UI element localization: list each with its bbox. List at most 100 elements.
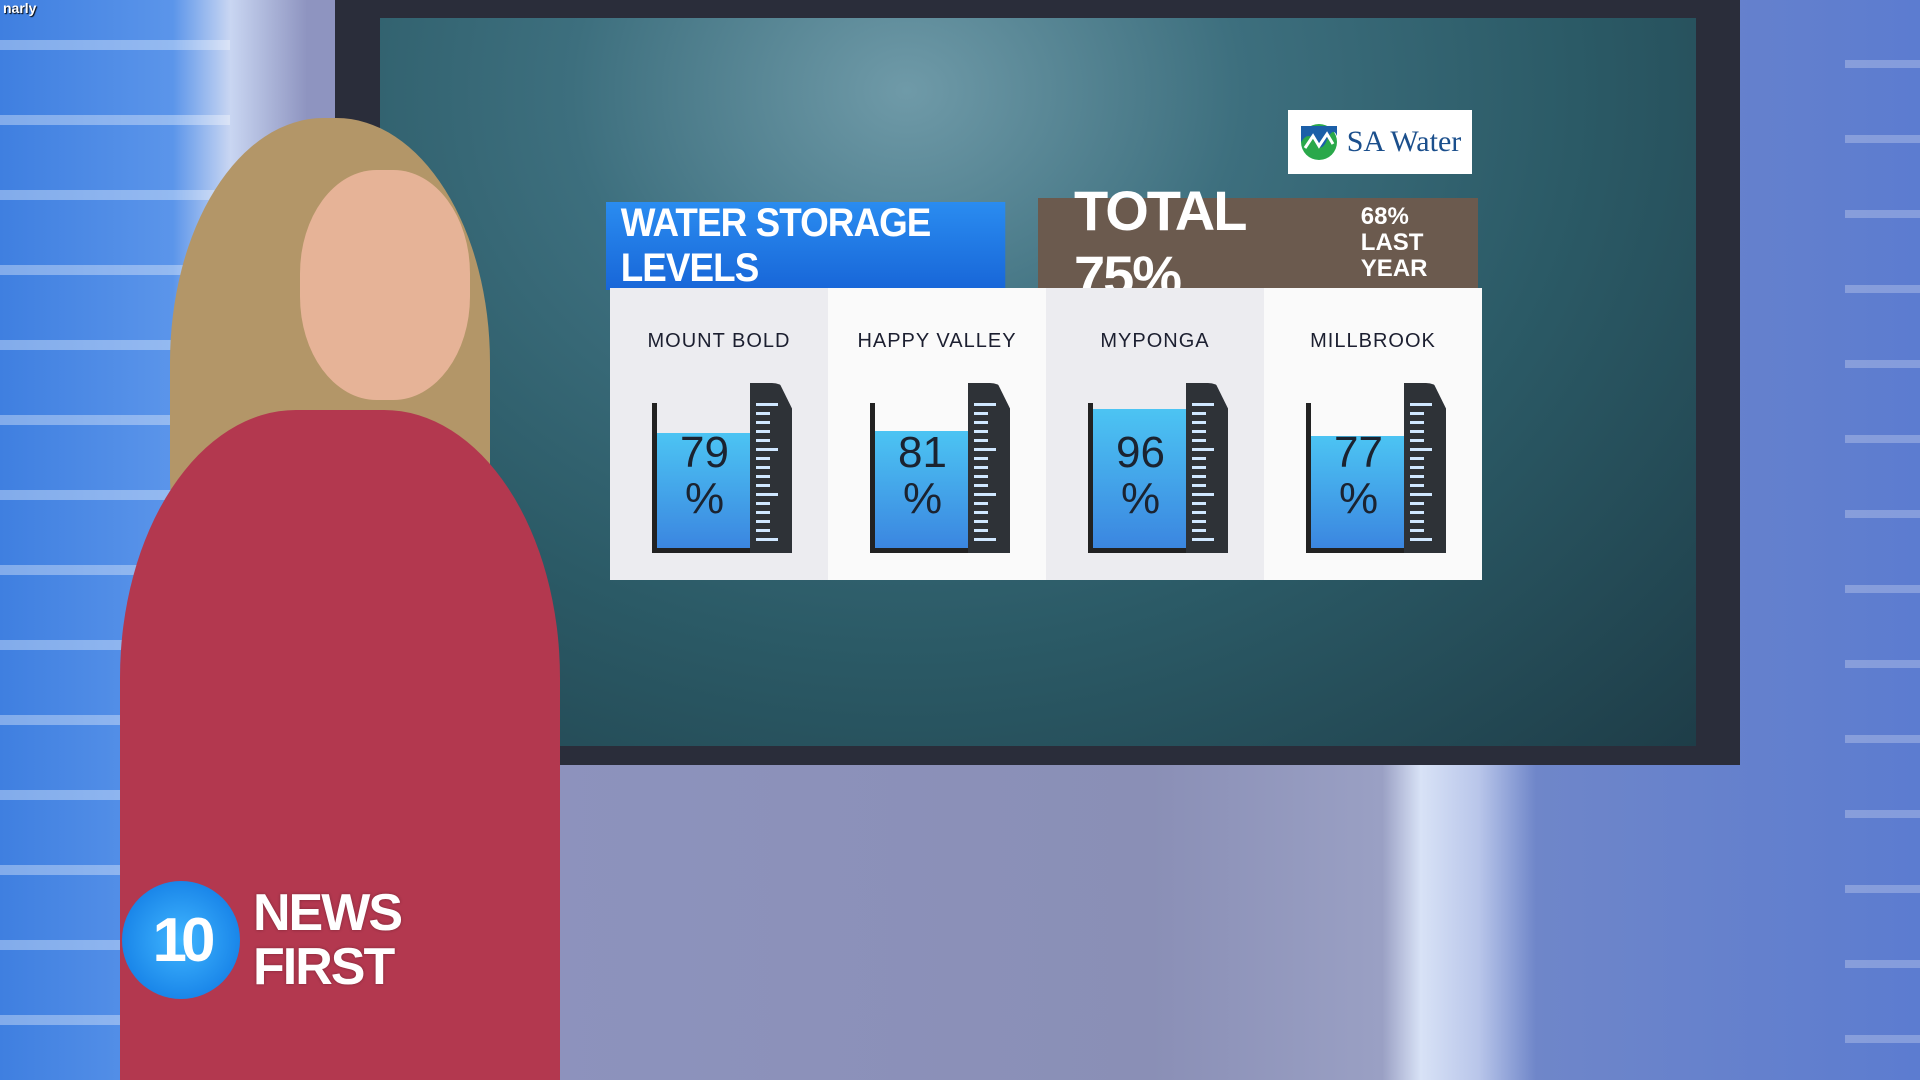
ruler-tick [974, 448, 996, 451]
ruler-tick [974, 475, 988, 478]
ruler-tick [1192, 484, 1206, 487]
level-percent: 96% [1093, 427, 1188, 522]
wall-slat [1845, 210, 1920, 218]
reservoir-name: HAPPY VALLEY [857, 330, 1017, 352]
news-line: NEWS [253, 884, 403, 942]
ruler-tick [974, 529, 988, 532]
tank: 81% [870, 403, 970, 553]
ruler-tick [756, 484, 770, 487]
reservoir-name: MYPONGA [1100, 330, 1210, 352]
ruler-tick [756, 493, 778, 496]
wall-slat [1845, 585, 1920, 593]
reservoir-card: MILLBROOK 77% [1264, 288, 1482, 580]
wall-slat [1845, 60, 1920, 68]
ruler-tick [1410, 475, 1424, 478]
ruler-tick [1410, 502, 1424, 505]
ruler-icon [750, 383, 792, 553]
ruler-tick [756, 403, 778, 406]
wall-slat [1845, 360, 1920, 368]
ruler-tick [756, 538, 778, 541]
reservoir-card: MYPONGA 96% [1046, 288, 1264, 580]
wall-slat [0, 1015, 230, 1025]
level-percent: 81% [875, 427, 970, 523]
wall-slat [0, 790, 230, 800]
level-unit: % [1338, 473, 1379, 523]
ruler-tick [1410, 511, 1424, 514]
water-fill [1311, 436, 1406, 548]
wall-slat [0, 715, 230, 725]
ruler-tick [1192, 466, 1206, 469]
level-unit: % [684, 473, 725, 523]
overlay-tag: narly [3, 0, 37, 16]
ruler-tick [974, 502, 988, 505]
first-line: FIRST [253, 938, 395, 996]
ruler-tick [974, 421, 988, 424]
water-fill [875, 430, 970, 548]
ruler-tick [1410, 439, 1424, 442]
level-percent: 79% [657, 429, 752, 523]
ruler-tick [974, 493, 996, 496]
level-gauge: 77% [1298, 383, 1448, 553]
ruler-tick [1192, 439, 1206, 442]
water-fill [1093, 408, 1188, 548]
ruler-tick [1192, 430, 1206, 433]
last-year: 68% LAST YEAR [1361, 204, 1478, 282]
tank: 77% [1306, 403, 1406, 553]
level-unit: % [902, 473, 943, 523]
wall-slat [1845, 135, 1920, 143]
ruler-tick [1192, 502, 1206, 505]
ruler-tick [1192, 412, 1206, 415]
ruler-tick [1192, 448, 1214, 451]
wall-slat [0, 865, 230, 875]
level-gauge: 79% [644, 383, 794, 553]
wall-slat [0, 115, 230, 125]
reservoir-card: MOUNT BOLD 79% [610, 288, 828, 580]
ruler-tick [974, 457, 988, 460]
ruler-tick [1410, 448, 1432, 451]
wall-slat [0, 940, 230, 950]
level-value: 96 [1116, 427, 1165, 477]
wall-slat [1845, 810, 1920, 818]
wall-slat [1845, 885, 1920, 893]
tank: 79% [652, 403, 752, 553]
ruler-tick [1410, 430, 1424, 433]
wall-slat [1845, 735, 1920, 743]
last-year-label: LAST YEAR [1360, 229, 1428, 282]
ruler-tick [1410, 493, 1432, 496]
ruler-tick [1192, 421, 1206, 424]
sa-water-wave-icon [1300, 124, 1337, 160]
ruler-tick [1410, 520, 1424, 523]
ruler-tick [974, 430, 988, 433]
graphic-title: WATER STORAGE LEVELS [606, 201, 1006, 290]
wall-slat [0, 490, 230, 500]
reservoir-card: HAPPY VALLEY 81% [828, 288, 1046, 580]
wall-slat [1845, 1035, 1920, 1043]
level-value: 81 [898, 427, 947, 477]
presenter-face [300, 170, 470, 400]
wall-slat [1845, 285, 1920, 293]
level-value: 77 [1334, 427, 1383, 477]
wall-slat [0, 265, 230, 275]
wall-slat [0, 190, 230, 200]
wall-slat [0, 565, 230, 575]
ruler-tick [1410, 412, 1424, 415]
channel-10-logo: 10 [122, 881, 240, 999]
ruler-tick [974, 439, 988, 442]
ruler-tick [974, 466, 988, 469]
ruler-tick [1192, 538, 1214, 541]
ruler-icon [1186, 383, 1228, 553]
last-year-value: 68% [1360, 203, 1409, 230]
level-percent: 77% [1311, 427, 1406, 523]
ruler-tick [756, 457, 770, 460]
ruler-icon [1404, 383, 1446, 553]
wall-slat [0, 340, 230, 350]
ruler-tick [1192, 511, 1206, 514]
sa-water-logo-text: SA Water [1346, 125, 1462, 158]
ruler-tick [1410, 466, 1424, 469]
ruler-tick [1410, 529, 1424, 532]
ruler-tick [1192, 493, 1214, 496]
ruler-tick [756, 502, 770, 505]
wall-slat [1845, 435, 1920, 443]
ruler-tick [1410, 457, 1424, 460]
ruler-tick [756, 520, 770, 523]
